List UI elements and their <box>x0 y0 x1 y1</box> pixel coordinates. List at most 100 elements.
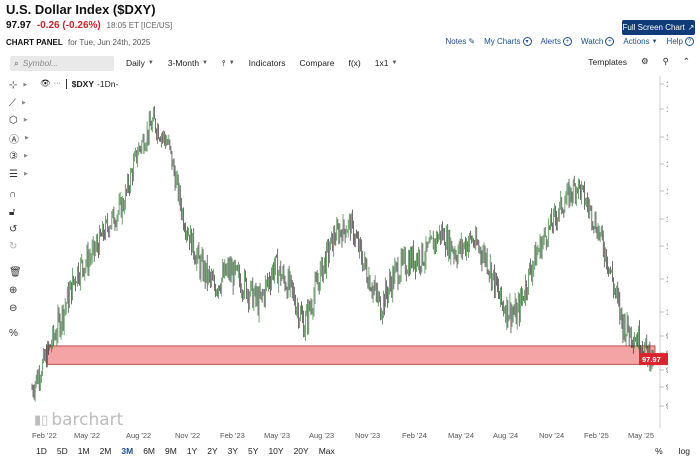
range-button-10y[interactable]: 10Y <box>268 446 284 456</box>
function-label: f(x) <box>348 58 361 68</box>
expand-icon: ↗ <box>687 23 695 32</box>
range-button-1m[interactable]: 1M <box>77 446 90 456</box>
pin-icon[interactable]: ⚲ <box>662 56 669 66</box>
my-charts-link[interactable]: My Charts ▾ <box>484 37 532 46</box>
expand-arrow-icon: ▶ <box>25 135 29 141</box>
candles <box>31 106 654 402</box>
wave-count-tool[interactable]: ③ ▶ <box>9 149 28 163</box>
range-button-1y[interactable]: 1Y <box>186 446 198 456</box>
gear-icon[interactable]: ⚙ <box>641 56 649 66</box>
percent-icon: % <box>9 327 18 339</box>
watermark-text: barchart <box>51 410 124 430</box>
log-scale-toggle[interactable]: log <box>678 446 690 456</box>
range-label: 3-Month <box>167 58 200 68</box>
layout-label: 1x1 <box>374 58 389 68</box>
indicators-label: Indicators <box>248 58 286 68</box>
line-tool[interactable]: ⟋ ▶ <box>9 96 27 110</box>
redo-tool[interactable]: ↻ <box>9 239 27 253</box>
y-tick-label: 117.00 <box>666 80 668 89</box>
range-button-2y[interactable]: 2Y <box>207 446 218 456</box>
zoom-in-tool[interactable]: ⊕ <box>9 283 27 297</box>
collapse-icon[interactable]: ⌃ <box>682 56 690 66</box>
crosshair-icon: ⊹ <box>9 79 18 91</box>
range-button-5y[interactable]: 5Y <box>248 446 259 456</box>
question-icon: ? <box>685 37 694 46</box>
toolbar-right: Templates ⚙ ⚲ ⌃ <box>588 56 690 67</box>
percent-tool[interactable]: % <box>9 326 27 340</box>
support-zone-rect <box>46 345 656 365</box>
actions-label: Actions <box>623 37 650 46</box>
indicators-button[interactable]: Indicators <box>249 58 286 68</box>
barchart-watermark: ▮▯ barchart <box>34 410 123 430</box>
y-tick-label: 97.20 <box>666 366 668 375</box>
delete-tool[interactable]: 🗑︎ <box>9 265 27 279</box>
y-tick-label: 107.00 <box>666 215 668 224</box>
plus-icon: + <box>562 37 572 46</box>
actions-link[interactable]: Actions ▼ <box>623 37 657 46</box>
y-tick-label: 94.80 <box>666 402 668 411</box>
chart-panel-heading: CHART PANEL for Tue, Jun 24th, 2025 <box>6 38 150 47</box>
range-select[interactable]: 3-Month ▼ <box>168 58 208 68</box>
alerts-link[interactable]: Alerts + <box>541 37 572 46</box>
watch-link[interactable]: Watch + <box>581 37 615 46</box>
full-screen-chart-button[interactable]: Full Screen Chart ↗ <box>622 20 695 35</box>
search-icon: ⌕ <box>14 57 19 68</box>
undo-tool[interactable]: ↺ <box>9 222 27 236</box>
layout-select[interactable]: 1x1 ▼ <box>375 58 398 68</box>
chart-toolbar: ⌕ Symbol... Daily ▼ 3-Month ▼ ⫯ ▼ Indicator… <box>0 53 700 73</box>
symbol-placeholder: Symbol... <box>22 58 59 68</box>
notes-link[interactable]: Notes ✎ <box>445 37 475 46</box>
expand-arrow-icon: ▶ <box>23 171 28 177</box>
undo-icon: ↺ <box>9 223 18 235</box>
y-tick-label: 101.00 <box>666 308 668 317</box>
compare-button[interactable]: Compare <box>300 58 335 68</box>
range-button-3y[interactable]: 3Y <box>227 446 239 456</box>
lock-icon: 🔓︎ <box>9 206 16 218</box>
y-tick-label: 105.00 <box>666 242 668 251</box>
range-button-2m[interactable]: 2M <box>99 446 112 456</box>
y-axis-ticks: 94.80 96.00 97.20 98.40 99.60 101.00 103.00 105… <box>639 80 668 411</box>
interval-select[interactable]: Daily ▼ <box>126 58 154 68</box>
x-tick-label: May '23 <box>264 431 290 440</box>
lock-tool[interactable]: 🔓︎ <box>9 205 27 219</box>
more-icon[interactable]: ··· <box>53 80 61 87</box>
eye-icon[interactable]: 👁︎ <box>40 78 51 88</box>
chart-type-select[interactable]: ⫯ ▼ <box>222 58 235 69</box>
crosshair-tool[interactable]: ⊹ ▶ <box>9 78 27 92</box>
x-tick-label: Feb '24 <box>402 431 427 440</box>
annotation-tool[interactable]: Ⓐ ▶ <box>9 131 29 146</box>
shape-tool[interactable]: ⬡ ▶ <box>9 113 28 127</box>
plus-icon: + <box>605 37 615 46</box>
templates-button[interactable]: Templates <box>588 56 628 67</box>
text-icon: Ⓐ <box>9 134 19 146</box>
x-tick-label: May '25 <box>628 431 654 440</box>
y-tick-label: 111.00 <box>666 160 668 169</box>
alerts-label: Alerts <box>540 37 561 46</box>
expand-arrow-icon: ▶ <box>23 117 28 123</box>
last-price-marker-label: 97.97 <box>642 355 661 364</box>
chart-panel-date: for Tue, Jun 24th, 2025 <box>67 38 151 47</box>
y-tick-label: 99.60 <box>666 332 668 341</box>
range-button-3m[interactable]: 3M <box>121 446 134 456</box>
price-chart[interactable]: 94.80 96.00 97.20 98.40 99.60 101.00 103.00 105… <box>30 76 668 428</box>
range-button-1d[interactable]: 1D <box>36 446 47 456</box>
zoom-out-tool[interactable]: ⊖ <box>9 301 27 315</box>
zoom-out-icon: ⊖ <box>9 302 18 314</box>
y-tick-label: 115.00 <box>666 105 668 114</box>
legend-period: -1Dn- <box>97 78 119 89</box>
percent-scale-toggle[interactable]: % <box>655 446 663 456</box>
help-link[interactable]: Help? <box>667 37 694 46</box>
function-button[interactable]: f(x) <box>348 58 360 68</box>
range-button-9m[interactable]: 9M <box>165 446 177 456</box>
magnet-tool[interactable]: ∩ <box>9 187 27 201</box>
x-tick-label: Nov '24 <box>539 431 564 440</box>
chart-panel-label: CHART PANEL <box>6 38 63 47</box>
range-button-6m[interactable]: 6M <box>143 446 155 456</box>
range-button-max[interactable]: Max <box>318 446 335 456</box>
expand-arrow-icon: ▶ <box>23 153 28 159</box>
range-button-5d[interactable]: 5D <box>56 446 68 456</box>
range-button-20y[interactable]: 20Y <box>293 446 309 456</box>
symbol-search-input[interactable]: ⌕ Symbol... <box>10 55 114 71</box>
fibonacci-tool[interactable]: ☰ ▶ <box>9 167 28 181</box>
y-tick-label: 113.00 <box>666 133 668 142</box>
